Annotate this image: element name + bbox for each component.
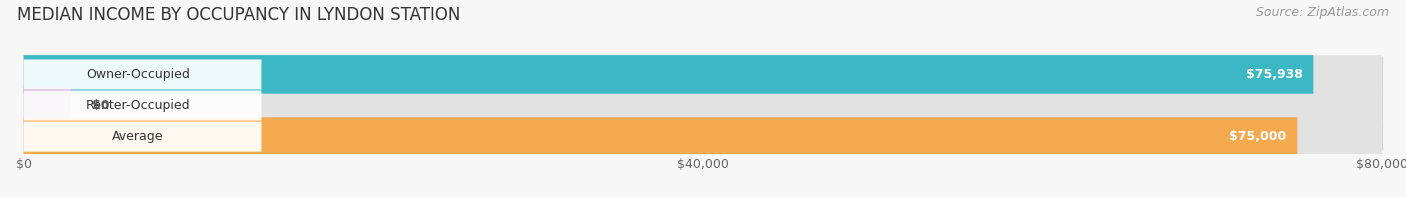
FancyBboxPatch shape — [24, 90, 262, 121]
Text: Owner-Occupied: Owner-Occupied — [86, 68, 190, 81]
FancyBboxPatch shape — [24, 86, 1382, 125]
Text: $75,938: $75,938 — [1246, 68, 1302, 81]
FancyBboxPatch shape — [24, 117, 1382, 156]
Text: Average: Average — [112, 130, 163, 143]
FancyBboxPatch shape — [24, 55, 1382, 94]
FancyBboxPatch shape — [24, 55, 1313, 94]
FancyBboxPatch shape — [24, 59, 262, 89]
FancyBboxPatch shape — [24, 122, 262, 152]
FancyBboxPatch shape — [24, 86, 72, 125]
FancyBboxPatch shape — [24, 117, 1298, 156]
Text: Source: ZipAtlas.com: Source: ZipAtlas.com — [1256, 6, 1389, 19]
Text: Renter-Occupied: Renter-Occupied — [86, 99, 190, 112]
Text: MEDIAN INCOME BY OCCUPANCY IN LYNDON STATION: MEDIAN INCOME BY OCCUPANCY IN LYNDON STA… — [17, 6, 460, 24]
Text: $0: $0 — [91, 99, 110, 112]
Text: $75,000: $75,000 — [1229, 130, 1286, 143]
